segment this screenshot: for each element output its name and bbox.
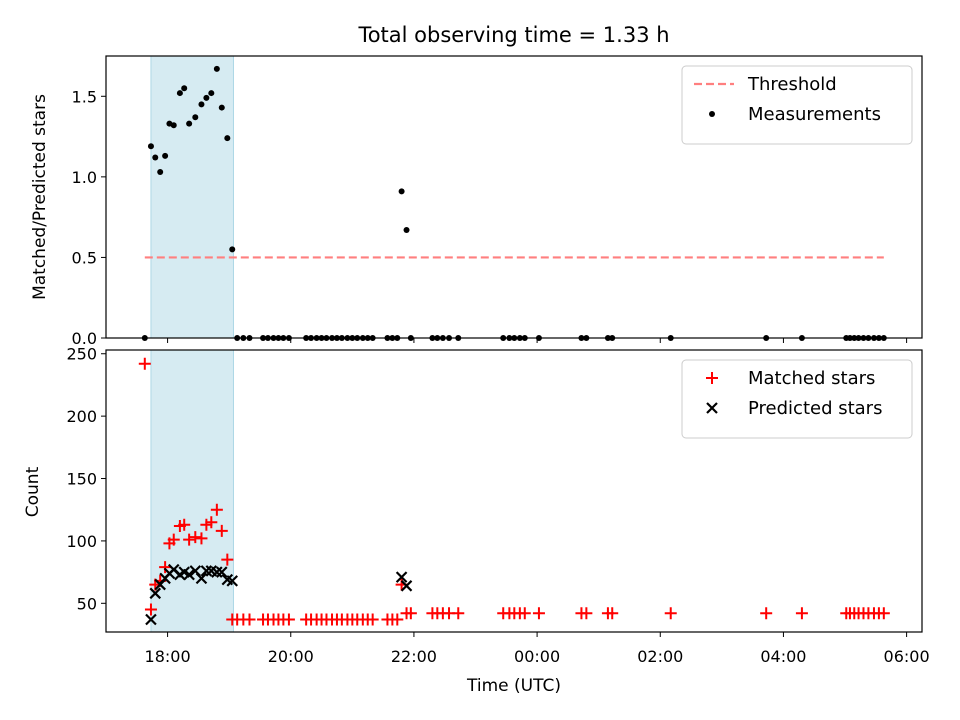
predicted-star-point [200, 565, 213, 577]
top-panel: 0.0 0.5 1.0 1.5 Threshold Measurements [72, 55, 923, 348]
matched-star-point [215, 524, 228, 537]
x-tick-label: 04:00 [760, 647, 806, 666]
predicted-star-point [226, 575, 239, 587]
legend-measurements-swatch [709, 111, 715, 117]
x-tick-label: 02:00 [637, 647, 683, 666]
predicted-star-point [395, 571, 408, 583]
legend-series-label: Measurements [748, 104, 881, 125]
bottom-y-tick-label: 50 [77, 594, 97, 613]
measurement-point [176, 90, 183, 97]
measurement-point [213, 65, 220, 72]
x-tick-label: 20:00 [268, 647, 314, 666]
bottom-y-tick-label: 150 [66, 470, 97, 489]
measurement-point [186, 120, 193, 127]
matched-star-point [795, 607, 808, 620]
legend-threshold-label: Threshold [747, 74, 837, 95]
measurement-point [203, 94, 210, 101]
top-legend: Threshold Measurements [681, 65, 913, 145]
x-tick-label: 00:00 [514, 647, 560, 666]
matched-star-point [167, 533, 180, 546]
matched-star-point [205, 516, 218, 529]
legend-series-label: Predicted stars [748, 398, 882, 419]
matched-star-point [243, 613, 256, 626]
measurement-point [152, 154, 159, 161]
predicted-star-point [211, 566, 223, 578]
measurement-point [224, 135, 231, 142]
top-y-tick-label: 0.0 [72, 329, 97, 348]
predicted-star-point [195, 572, 208, 585]
matched-star-point [532, 607, 545, 620]
bottom-legend: Matched stars Predicted stars [681, 359, 913, 439]
measurement-point [198, 101, 205, 108]
matched-star-point [391, 613, 404, 626]
top-highlight-span [150, 55, 234, 339]
x-tick-label: 06:00 [884, 647, 930, 666]
bottom-axes-frame [105, 349, 923, 633]
bottom-y-axis-label: Count [23, 466, 43, 517]
bottom-y-tick-label: 200 [66, 407, 97, 426]
top-axes-frame [105, 55, 923, 339]
measurement-point [181, 85, 188, 92]
matched-star-point [189, 531, 202, 544]
matched-star-point [282, 613, 295, 626]
measurement-point [162, 152, 169, 159]
chart-title: Total observing time = 1.33 h [357, 23, 669, 47]
legend-predicted-swatch [706, 402, 718, 414]
matched-star-point [178, 518, 191, 531]
matched-star-point [518, 607, 531, 620]
top-legend-box [681, 65, 913, 145]
measurement-point [218, 104, 225, 111]
bottom-series-1 [145, 563, 413, 626]
matched-star-point [195, 532, 208, 545]
matched-star-point [144, 603, 157, 616]
bottom-highlight-span [150, 349, 234, 633]
predicted-star-point [149, 587, 162, 600]
legend-matched-swatch [706, 372, 718, 384]
measurement-point [170, 122, 177, 129]
measurement-point [208, 90, 215, 97]
measurement-point [192, 114, 199, 121]
bottom-legend-box [681, 359, 913, 439]
predicted-star-point [145, 613, 157, 626]
bottom-panel: 50 100 150 200 250 18:00 20:00 22:00 00:00 02:00 0… [66, 345, 929, 666]
x-tick-label: 22:00 [391, 647, 437, 666]
predicted-star-point [400, 580, 413, 592]
predicted-star-point [216, 566, 228, 578]
matched-star-point [760, 607, 773, 620]
matched-star-point [580, 607, 593, 620]
bottom-y-tick-label: 250 [66, 345, 97, 364]
matched-star-point [138, 357, 151, 370]
matched-star-point [366, 613, 379, 626]
matched-star-point [877, 607, 890, 620]
matched-star-point [404, 607, 417, 620]
bottom-y-tick-label: 100 [66, 532, 97, 551]
measurement-point [229, 246, 236, 253]
x-axis-label: Time (UTC) [466, 676, 561, 696]
measurement-point [398, 188, 405, 195]
matched-star-point [606, 607, 619, 620]
matched-star-point [664, 607, 677, 620]
matched-star-point [159, 561, 172, 574]
measurement-point [403, 227, 410, 234]
matched-star-point [183, 533, 196, 546]
top-y-tick-label: 0.5 [72, 248, 97, 267]
matched-star-point [452, 607, 465, 620]
matched-star-point [221, 553, 234, 566]
measurement-point [157, 169, 164, 176]
measurement-point [147, 143, 154, 150]
legend-series-label: Matched stars [748, 368, 875, 389]
top-y-tick-label: 1.0 [72, 168, 97, 187]
predicted-star-point [183, 568, 195, 581]
top-y-axis-label: Matched/Predicted stars [30, 94, 50, 300]
x-tick-label: 18:00 [145, 647, 191, 666]
matched-star-point [210, 503, 223, 516]
top-y-tick-label: 1.5 [72, 87, 97, 106]
